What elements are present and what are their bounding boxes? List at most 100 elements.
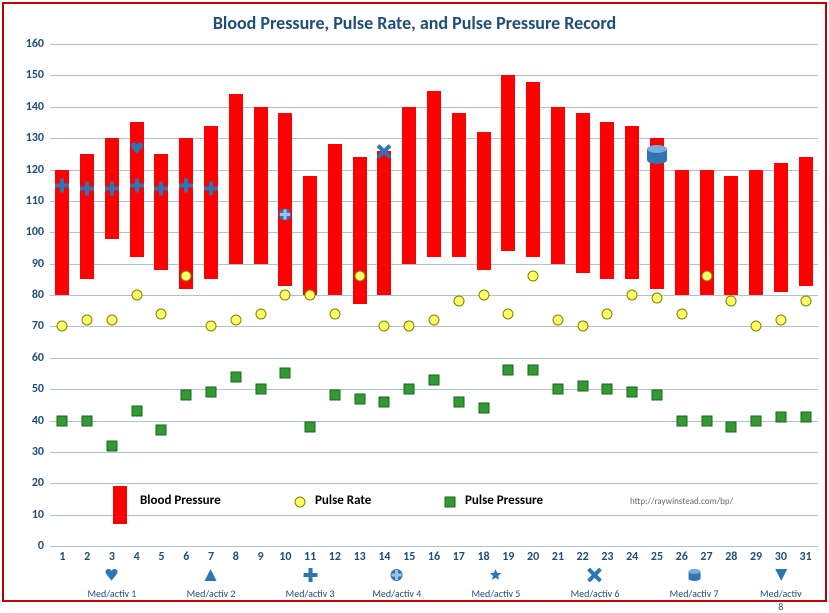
bp-bar: [774, 163, 788, 292]
med-legend-label: Med/activ 1: [87, 587, 136, 600]
x-axis-label: 11: [304, 550, 316, 564]
y-axis-label: 30: [32, 445, 44, 459]
x-axis-label: 29: [750, 550, 762, 564]
y-axis-label: 140: [26, 100, 44, 114]
y-axis-label: 160: [26, 37, 44, 51]
med-legend-label: Med/activ 4: [372, 587, 421, 600]
y-axis-label: 20: [32, 476, 44, 490]
pulse-pressure-marker: [453, 396, 464, 407]
x-axis-label: 18: [477, 550, 489, 564]
bp-bar: [799, 157, 813, 286]
med-legend-item: Med/activ 1: [87, 568, 136, 600]
pulse-pressure-marker: [775, 412, 786, 423]
pulse-pressure-marker: [305, 421, 316, 432]
y-axis-label: 100: [26, 225, 44, 239]
pulse-pressure-marker: [131, 406, 142, 417]
bp-bar: [229, 94, 243, 263]
pulse-rate-marker: [354, 271, 365, 282]
pulse-rate-marker: [280, 290, 291, 301]
pulse-rate-marker: [627, 290, 638, 301]
pulse-rate-marker: [800, 296, 811, 307]
med-marker-heart-icon: [130, 141, 144, 160]
x-axis-label: 8: [233, 550, 239, 564]
y-axis-label: 60: [32, 351, 44, 365]
grid-line: [50, 326, 818, 327]
pulse-pressure-marker: [751, 415, 762, 426]
pulse-pressure-marker: [156, 424, 167, 435]
bp-bar: [377, 151, 391, 295]
chart-frame: Blood Pressure, Pulse Rate, and Pulse Pr…: [2, 2, 827, 602]
legend-pp-label: Pulse Pressure: [465, 493, 543, 508]
med-legend-label: Med/activ 3: [286, 587, 335, 600]
pulse-rate-marker: [230, 315, 241, 326]
bp-bar: [402, 107, 416, 264]
pulse-pressure-marker: [379, 396, 390, 407]
pulse-rate-marker: [206, 321, 217, 332]
med-marker-x-icon: [377, 144, 391, 163]
y-axis-label: 90: [32, 257, 44, 271]
med-legend-item: Med/activ 6: [571, 568, 620, 600]
pulse-rate-marker: [305, 290, 316, 301]
x-axis-label: 17: [453, 550, 465, 564]
x-axis-label: 2: [84, 550, 90, 564]
med-marker-plus-icon: [204, 182, 218, 201]
bp-bar: [328, 144, 342, 295]
x-axis-label: 28: [725, 550, 737, 564]
grid-line: [50, 389, 818, 390]
legend-bp-swatch: [113, 486, 127, 524]
med-marker-plus-icon: [154, 182, 168, 201]
med-legend-item: Med/activ 3: [286, 568, 335, 600]
med-legend-item: Med/activ 4: [372, 568, 421, 600]
x-axis-label: 12: [329, 550, 341, 564]
pulse-pressure-marker: [354, 393, 365, 404]
y-axis-label: 110: [26, 194, 44, 208]
legend-pulse-swatch: [295, 497, 306, 508]
legend-pulse-label: Pulse Rate: [315, 493, 371, 508]
pulse-rate-marker: [82, 315, 93, 326]
y-axis-label: 70: [32, 319, 44, 333]
x-axis-label: 30: [775, 550, 787, 564]
y-axis-label: 10: [32, 508, 44, 522]
med-legend-label: Med/activ 6: [571, 587, 620, 600]
med-legend-triangle-icon: [187, 568, 236, 585]
med-marker-plus-icon: [179, 179, 193, 198]
bp-bar: [254, 107, 268, 264]
pulse-rate-marker: [181, 271, 192, 282]
x-axis-label: 27: [700, 550, 712, 564]
med-legend-label: Med/activ 7: [670, 587, 719, 600]
pulse-rate-marker: [751, 321, 762, 332]
pulse-rate-marker: [528, 271, 539, 282]
pulse-rate-marker: [106, 315, 117, 326]
pulse-rate-marker: [775, 315, 786, 326]
pulse-pressure-marker: [57, 415, 68, 426]
med-marker-plus-icon: [55, 179, 69, 198]
pulse-pressure-marker: [627, 387, 638, 398]
y-axis-label: 120: [26, 163, 44, 177]
med-legend-label: Med/activ 2: [187, 587, 236, 600]
pulse-rate-marker: [156, 308, 167, 319]
grid-line: [50, 75, 818, 76]
pulse-pressure-marker: [701, 415, 712, 426]
x-axis-label: 3: [109, 550, 115, 564]
bp-bar: [204, 126, 218, 280]
med-legend-item: Med/activ 2: [187, 568, 236, 600]
x-axis-label: 4: [134, 550, 140, 564]
pulse-rate-marker: [57, 321, 68, 332]
x-axis-label: 9: [258, 550, 264, 564]
bp-bar: [80, 154, 94, 280]
med-marker-plus-icon: [130, 179, 144, 198]
bp-bar: [526, 82, 540, 258]
pulse-rate-marker: [552, 315, 563, 326]
pulse-rate-marker: [676, 308, 687, 319]
bp-bar: [600, 122, 614, 279]
med-marker-circle-plus-icon: [278, 207, 292, 226]
pulse-pressure-marker: [280, 368, 291, 379]
plot-area: 0102030405060708090100110120130140150160…: [50, 44, 818, 546]
x-axis-label: 7: [208, 550, 214, 564]
bp-bar: [154, 154, 168, 270]
grid-line: [50, 295, 818, 296]
bp-bar: [675, 170, 689, 296]
x-axis-label: 22: [577, 550, 589, 564]
x-axis-label: 21: [552, 550, 564, 564]
bp-bar: [427, 91, 441, 257]
